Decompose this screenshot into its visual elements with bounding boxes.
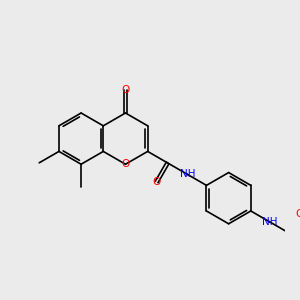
Text: NH: NH [262,217,278,227]
Text: O: O [153,177,161,187]
Text: O: O [122,159,130,169]
Text: NH: NH [180,169,195,179]
Text: O: O [122,85,130,95]
Text: O: O [295,209,300,219]
